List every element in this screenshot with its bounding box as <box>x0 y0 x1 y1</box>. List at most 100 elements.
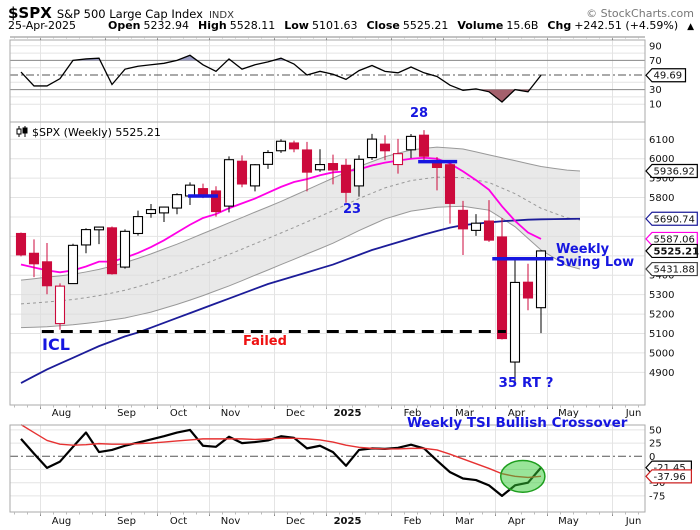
band-mid-line <box>20 176 581 305</box>
x-axis-month-label: May <box>558 408 579 419</box>
bollinger-band-fill <box>21 147 580 328</box>
candle-body <box>41 261 53 287</box>
tsi-axis-label: -50 <box>649 478 665 489</box>
annotation-week-35-rt: 35 RT ? <box>498 375 554 391</box>
candle-body <box>119 230 131 268</box>
value-tag-label: -37.96 <box>654 472 686 483</box>
tsi-line <box>20 428 542 497</box>
main-panel-label-text: $SPX (Weekly) 5525.21 <box>32 126 161 139</box>
x-axis-month-label: Jun <box>625 408 642 419</box>
price-axis-label: 5300 <box>649 290 674 301</box>
candle-body <box>366 138 378 159</box>
value-tag-label: 5690.74 <box>654 214 695 225</box>
symbol-name: S&P 500 Large Cap Index <box>56 7 203 21</box>
candle-body <box>522 281 534 299</box>
rsi-axis-label: 30 <box>649 85 662 96</box>
value-tag <box>645 469 693 484</box>
candle-body <box>54 285 66 325</box>
rsi-axis-label: 10 <box>649 100 662 111</box>
candle-body <box>249 164 261 187</box>
x-axis-month-label: Nov <box>221 516 241 527</box>
candle-body <box>80 229 92 246</box>
price-axis-label: 4900 <box>649 368 674 379</box>
value-tag-label: 5587.06 <box>654 234 695 245</box>
change-up-icon: ▲ <box>687 22 695 32</box>
candlestick-icon <box>16 126 28 137</box>
candle-body <box>353 158 365 187</box>
annotation-week-23: 23 <box>342 202 362 217</box>
price-axis-label: 5000 <box>649 348 674 359</box>
x-axis-month-label: Dec <box>286 516 305 527</box>
x-axis-month-label: Aug <box>52 408 72 419</box>
price-axis-label: 5400 <box>649 271 674 282</box>
quote-field: High 5528.11 <box>198 19 276 32</box>
value-tag-label: 5936.92 <box>654 166 695 177</box>
candle-body <box>15 232 27 256</box>
quote-fields: Open 5232.94 High 5528.11 Low 5101.63 Close 552… <box>108 19 687 32</box>
candle-body <box>535 250 547 309</box>
price-axis-label: 5200 <box>649 310 674 321</box>
value-tag <box>645 68 687 83</box>
candle-body <box>301 149 313 173</box>
annotation-swing-low-2: Swing Low <box>556 255 635 270</box>
panel-border-tsi <box>9 424 646 513</box>
candle-body <box>93 226 105 231</box>
x-axis-month-label: Sep <box>117 408 136 419</box>
value-tag <box>645 211 698 226</box>
x-axis-month-label: Aug <box>52 516 72 527</box>
candle-body <box>379 143 391 152</box>
quote-field: Open 5232.94 <box>108 19 190 32</box>
annotation-icl: ICL <box>42 335 70 354</box>
quote-date: 25-Apr-2025 <box>8 19 77 32</box>
candle-body <box>470 222 482 231</box>
candle-body <box>392 153 404 166</box>
tsi-axis-label: 50 <box>649 425 662 436</box>
x-axis-month-label: Nov <box>221 408 241 419</box>
candle-body <box>28 252 40 265</box>
candle-body <box>444 164 456 204</box>
candle-body <box>509 281 521 363</box>
price-axis-label: 5800 <box>649 193 674 204</box>
annotation-week-28: 28 <box>409 106 429 121</box>
value-tag-label: 5431.88 <box>654 265 695 276</box>
candle-body <box>314 163 326 171</box>
value-tag <box>645 231 698 247</box>
annotation-swing-low-1: Weekly <box>556 242 610 257</box>
value-tag-label: -21.45 <box>654 463 686 474</box>
main-panel-label: $SPX (Weekly) 5525.21 <box>16 126 161 139</box>
candle-body <box>288 142 300 150</box>
price-axis-label: 6100 <box>649 135 674 146</box>
band-lower-line <box>20 205 581 329</box>
x-axis-month-label: Feb <box>404 516 422 527</box>
annotation-tsi-crossover: Weekly TSI Bullish Crossover <box>407 415 628 431</box>
value-tag-label: 5525.21 <box>654 246 700 257</box>
x-axis-month-label: Dec <box>286 408 305 419</box>
x-axis-month-label: Apr <box>508 516 526 527</box>
value-tag <box>645 261 698 277</box>
x-axis-month-label: 2025 <box>334 516 362 527</box>
quote-field: Close 5525.21 <box>366 19 449 32</box>
x-axis-month-label: Apr <box>508 408 526 419</box>
title-row: $SPX S&P 500 Large Cap Index INDX © StockC… <box>8 3 696 22</box>
candle-body <box>340 164 352 193</box>
tsi-axis-label: 0 <box>649 452 655 463</box>
candle-body <box>145 209 157 215</box>
candle-body <box>236 160 248 185</box>
candle-body <box>262 151 274 165</box>
candle-body <box>275 140 287 152</box>
value-tag <box>645 163 698 179</box>
rsi-axis-label: 90 <box>649 41 662 52</box>
price-axis-label: 5900 <box>649 174 674 185</box>
quote-row: 25-Apr-2025 Open 5232.94 High 5528.11 Low 5101… <box>8 19 696 32</box>
candle-body <box>210 190 222 213</box>
symbol: $SPX <box>8 4 52 22</box>
candle-body <box>327 163 339 171</box>
x-axis-month-label: May <box>558 516 579 527</box>
x-axis-month-label: Mar <box>455 408 475 419</box>
bullish-crossover-highlight <box>499 459 546 493</box>
panel-border-main <box>9 121 646 406</box>
candle-body <box>496 236 508 340</box>
quote-field: Volume 15.6B <box>457 19 539 32</box>
